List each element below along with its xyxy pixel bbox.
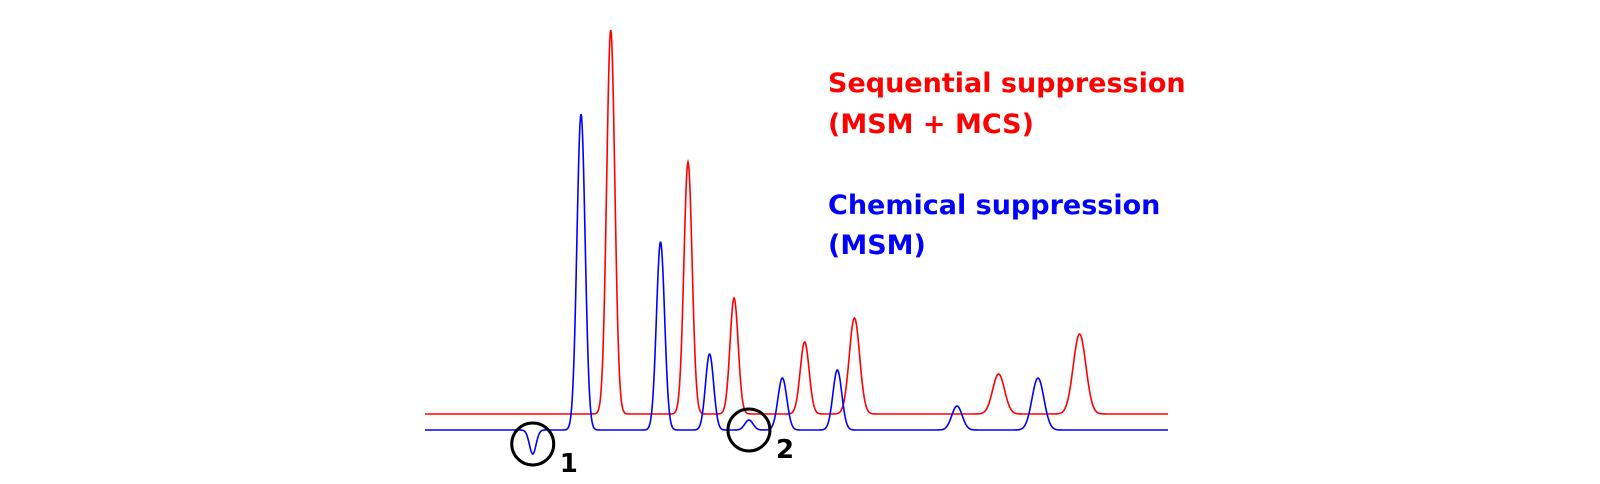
annotation-label-2: 2 (776, 435, 794, 465)
series-sequential-trace (425, 29, 1168, 415)
legend-chemical-line-1: Chemical suppression (828, 190, 1160, 221)
annotation-label-1: 1 (560, 449, 578, 479)
legend: Sequential suppression (MSM + MCS) Chemi… (828, 68, 1186, 261)
annotation-1: 1 (510, 421, 578, 479)
annotation-circle-1 (510, 421, 556, 467)
annotation-2: 2 (726, 407, 794, 465)
legend-sequential-line-2: (MSM + MCS) (828, 109, 1034, 140)
legend-chemical-line-2: (MSM) (828, 230, 926, 261)
annotation-circle-2 (726, 407, 772, 453)
legend-sequential-line-1: Sequential suppression (828, 68, 1186, 99)
